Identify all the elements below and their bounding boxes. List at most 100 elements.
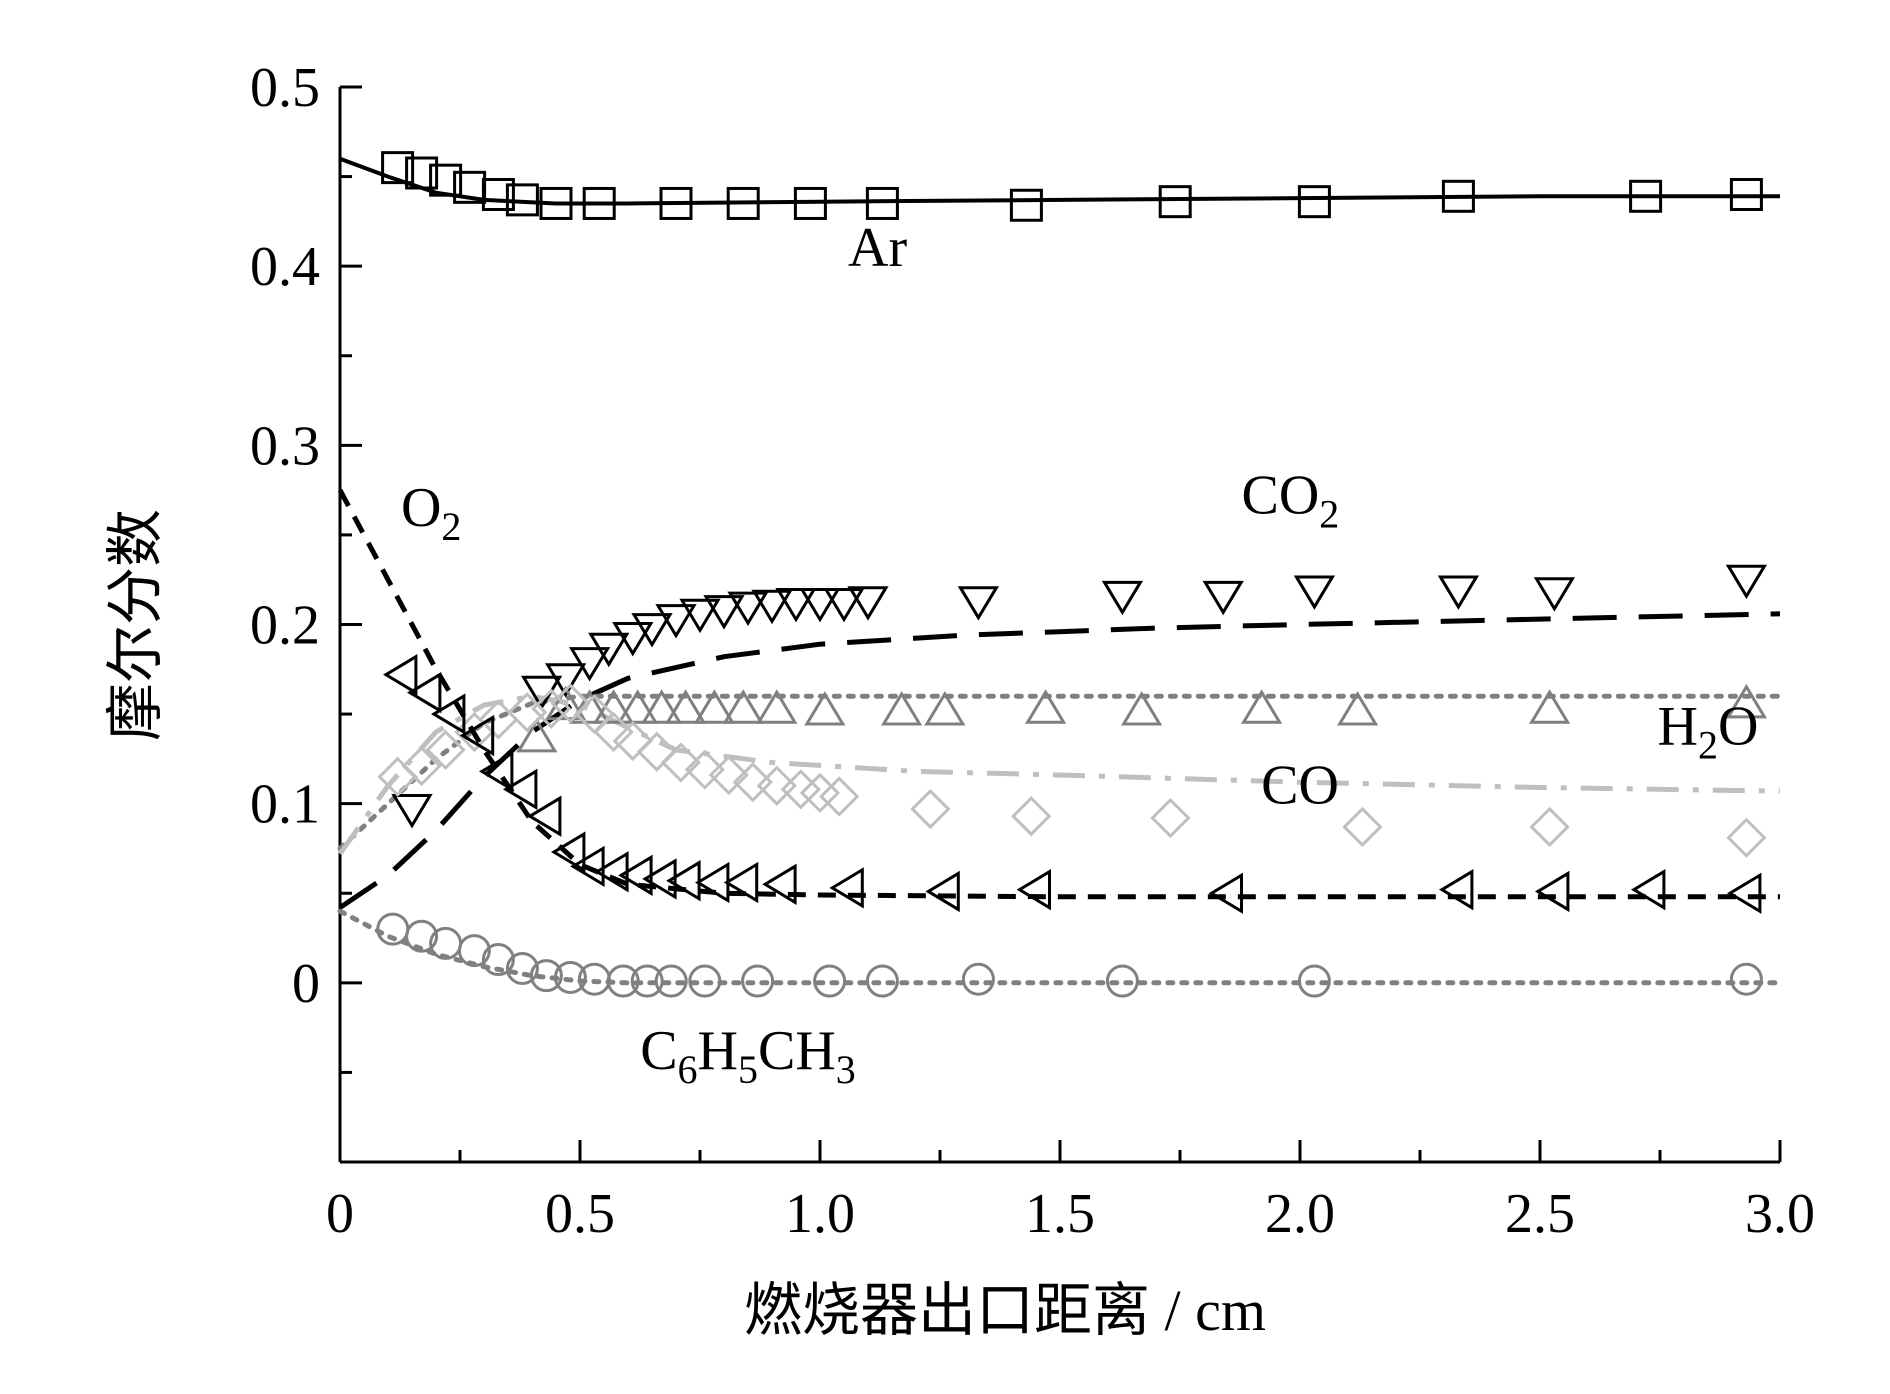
- data-point-c6h5ch3: [865, 964, 899, 998]
- data-point-co2: [679, 598, 721, 634]
- species-label: Ar: [848, 217, 907, 279]
- data-point-h2o: [516, 717, 558, 753]
- data-point-co: [684, 749, 725, 790]
- data-point-co2: [775, 588, 817, 623]
- experimental-markers: [376, 151, 1768, 998]
- data-point-o2: [1438, 869, 1474, 911]
- data-point-co2: [655, 604, 697, 639]
- data-point-ar: [539, 186, 573, 220]
- y-tick-label: 0.3: [250, 415, 320, 477]
- label-text: Ar: [848, 217, 907, 279]
- data-point-h2o: [722, 689, 764, 724]
- data-point-co2: [799, 588, 841, 623]
- label-text: C: [640, 1020, 677, 1082]
- label-subscript: 2: [1319, 491, 1339, 536]
- data-point-ar: [429, 163, 463, 197]
- data-point-ar: [381, 151, 415, 185]
- label-text: CO: [1242, 464, 1320, 526]
- data-point-ar: [1629, 179, 1663, 213]
- data-point-o2: [478, 750, 514, 793]
- label-subscript: 2: [1698, 723, 1718, 768]
- data-point-ar: [505, 183, 539, 217]
- y-tick-label: 0.1: [250, 774, 320, 836]
- data-point-co: [756, 765, 797, 806]
- data-point-co2: [1202, 580, 1244, 616]
- data-point-c6h5ch3: [529, 959, 563, 993]
- data-point-h2o: [664, 689, 707, 724]
- data-point-c6h5ch3: [688, 964, 722, 998]
- model-curve-ar: [339, 156, 1780, 206]
- data-point-o2: [1208, 872, 1243, 914]
- data-point-h2o: [1024, 689, 1067, 724]
- data-point-c6h5ch3: [654, 964, 688, 998]
- data-point-c6h5ch3: [505, 952, 539, 985]
- x-tick-label: 1.5: [1025, 1183, 1095, 1245]
- label-subscript: 5: [738, 1047, 758, 1092]
- data-point-h2o: [756, 689, 798, 724]
- data-point-ar: [865, 186, 899, 220]
- data-point-o2: [502, 768, 538, 810]
- model-curve-co2: [338, 611, 1781, 910]
- species-label: CO: [1261, 755, 1339, 817]
- data-point-co: [636, 731, 677, 772]
- species-label: H2O: [1658, 696, 1759, 768]
- data-point-co2: [957, 586, 1000, 621]
- data-point-co2: [1437, 575, 1480, 610]
- y-tick-label: 0.4: [250, 236, 320, 298]
- species-label: O2: [401, 477, 461, 549]
- data-point-h2o: [616, 689, 659, 724]
- data-point-co2: [544, 663, 587, 698]
- data-point-o2: [723, 861, 759, 904]
- data-point-h2o: [1120, 691, 1163, 726]
- data-point-co: [1529, 806, 1570, 848]
- data-point-co2: [1725, 564, 1768, 600]
- data-point-c6h5ch3: [553, 960, 587, 994]
- data-point-ar: [582, 186, 616, 220]
- x-tick-label: 3.0: [1745, 1183, 1815, 1245]
- data-point-o2: [430, 693, 466, 735]
- data-point-c6h5ch3: [630, 964, 664, 998]
- label-text: CH: [758, 1020, 836, 1082]
- data-point-o2: [642, 858, 677, 900]
- data-point-h2o: [1528, 689, 1571, 724]
- data-point-o2: [762, 863, 797, 905]
- data-point-h2o: [1336, 691, 1379, 726]
- data-point-c6h5ch3: [481, 943, 515, 977]
- data-point-o2: [526, 795, 562, 837]
- data-point-c6h5ch3: [741, 964, 775, 998]
- data-point-ar: [659, 186, 693, 220]
- data-point-o2: [382, 654, 418, 696]
- data-point-h2o: [880, 691, 923, 726]
- data-point-ar: [726, 186, 760, 220]
- data-point-co: [660, 742, 701, 783]
- data-point-co2: [1293, 575, 1336, 610]
- data-point-ar: [1158, 185, 1192, 219]
- data-point-co: [550, 683, 591, 724]
- data-point-c6h5ch3: [1729, 962, 1763, 996]
- chart-axes: 0 0.5 1.0 1.5 2.0 2.5 3.0 0 0.1 0.2 0.3 0.4 0.5: [250, 57, 1815, 1245]
- data-point-co: [1342, 806, 1383, 848]
- data-point-co: [708, 754, 749, 796]
- data-point-ar: [1297, 185, 1331, 219]
- data-point-co2: [1101, 580, 1144, 616]
- data-point-c6h5ch3: [813, 964, 847, 998]
- data-point-co2: [568, 647, 611, 682]
- species-label: C6H5CH3: [640, 1020, 856, 1092]
- data-point-ar: [405, 156, 439, 190]
- data-point-co2: [588, 632, 630, 668]
- species-label: CO2: [1242, 464, 1340, 536]
- data-point-o2: [1534, 870, 1570, 913]
- data-point-co2: [631, 613, 673, 648]
- data-point-o2: [406, 671, 442, 714]
- data-point-co2: [703, 595, 745, 630]
- data-point-o2: [459, 714, 495, 757]
- data-point-co: [401, 745, 442, 787]
- data-point-ar: [1009, 188, 1043, 222]
- data-point-o2: [1016, 869, 1051, 911]
- data-point-o2: [1630, 869, 1666, 911]
- x-axis-title: 燃烧器出口距离 / cm: [744, 1278, 1266, 1343]
- data-point-co: [593, 711, 634, 753]
- data-point-co: [531, 688, 572, 729]
